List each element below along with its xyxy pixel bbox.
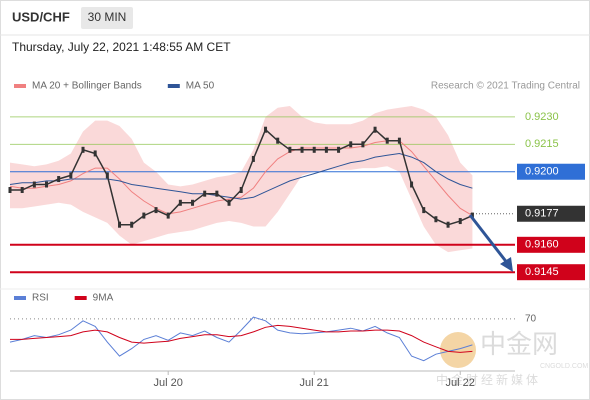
level-label: 0.9160 (525, 239, 559, 251)
price-bar (178, 199, 182, 206)
price-bar (239, 187, 243, 193)
price-bar (422, 207, 426, 214)
price-bar (276, 137, 280, 144)
price-bar (130, 221, 134, 228)
level-label: 0.9145 (525, 266, 559, 278)
watermark-tagline: 中金财经新媒体 (436, 372, 541, 387)
x-tick-label: Jul 22 (446, 377, 475, 389)
watermark-name: 中金网 (480, 329, 558, 359)
arrow-head (500, 257, 513, 272)
price-bar (8, 187, 12, 193)
price-bar (20, 187, 24, 193)
level-label: 0.9230 (525, 111, 559, 123)
price-bar (470, 212, 474, 219)
price-bar (312, 146, 316, 153)
level-label: 0.9200 (525, 166, 559, 178)
level-label-box (517, 264, 585, 281)
price-bar (434, 216, 438, 223)
price-bar (288, 146, 292, 153)
price-bar (118, 221, 122, 228)
price-bar (458, 218, 462, 225)
level-label: 0.9177 (525, 208, 559, 220)
forecast-arrow (468, 214, 510, 265)
level-label: 0.9215 (525, 138, 559, 150)
indicator-tick-label: 70 (525, 314, 537, 325)
price-bar (373, 126, 377, 133)
price-bar (32, 181, 36, 188)
bollinger-band (10, 105, 473, 253)
watermark: 中金网 CNGOLD.COM 中金财经新媒体 (436, 329, 588, 387)
legend-label: MA 50 (186, 81, 215, 92)
price-bar (385, 137, 389, 144)
watermark-domain: CNGOLD.COM (540, 363, 588, 370)
price-bar (361, 141, 365, 148)
price-bar (446, 221, 450, 228)
timestamp: Thursday, July 22, 2021 1:48:55 AM CET (12, 40, 231, 54)
timeframe: 30 MIN (88, 10, 127, 24)
price-bar (215, 190, 219, 197)
level-label-box (517, 236, 585, 253)
price-bar (337, 146, 341, 153)
symbol: USD/CHF (12, 9, 70, 24)
price-bar (93, 150, 97, 157)
price-bar (105, 172, 109, 179)
price-bar (166, 212, 170, 219)
price-bar (410, 181, 414, 188)
price-bar (251, 155, 255, 162)
price-bar (300, 146, 304, 153)
ma-line (9, 152, 473, 200)
legend-label: MA 20 + Bollinger Bands (32, 81, 142, 92)
legend-label: 9MA (93, 293, 114, 304)
price-bar (349, 141, 353, 148)
legend-swatch (167, 84, 180, 88)
price-bar (324, 146, 328, 153)
level-label-box (517, 163, 585, 180)
price-bar (142, 212, 146, 219)
indicator-line (10, 324, 473, 353)
indicator-line (9, 316, 473, 362)
x-tick-label: Jul 21 (300, 377, 329, 389)
price-bar (264, 126, 268, 133)
timeframe-badge (81, 7, 133, 29)
price-bar (191, 199, 195, 206)
price-bar (81, 146, 85, 153)
price-bar (227, 199, 231, 206)
price-bar (69, 172, 73, 179)
source: Research © 2021 Trading Central (431, 81, 580, 92)
price-bar (57, 176, 61, 183)
watermark-logo (440, 332, 476, 368)
legend-swatch (14, 84, 26, 88)
price-bar (203, 190, 207, 197)
x-tick-label: Jul 20 (154, 377, 183, 389)
legend-swatch (74, 296, 87, 300)
legend-swatch (14, 296, 26, 300)
price-bar (154, 207, 158, 214)
plot: 0.9230 0.9215 0.9200 0.9177 0.9160 0.9145 MA 2… (0, 81, 590, 389)
price-bar (45, 181, 49, 188)
legend-label: RSI (32, 293, 49, 304)
level-label-box (517, 205, 585, 222)
price-bar (397, 137, 401, 144)
